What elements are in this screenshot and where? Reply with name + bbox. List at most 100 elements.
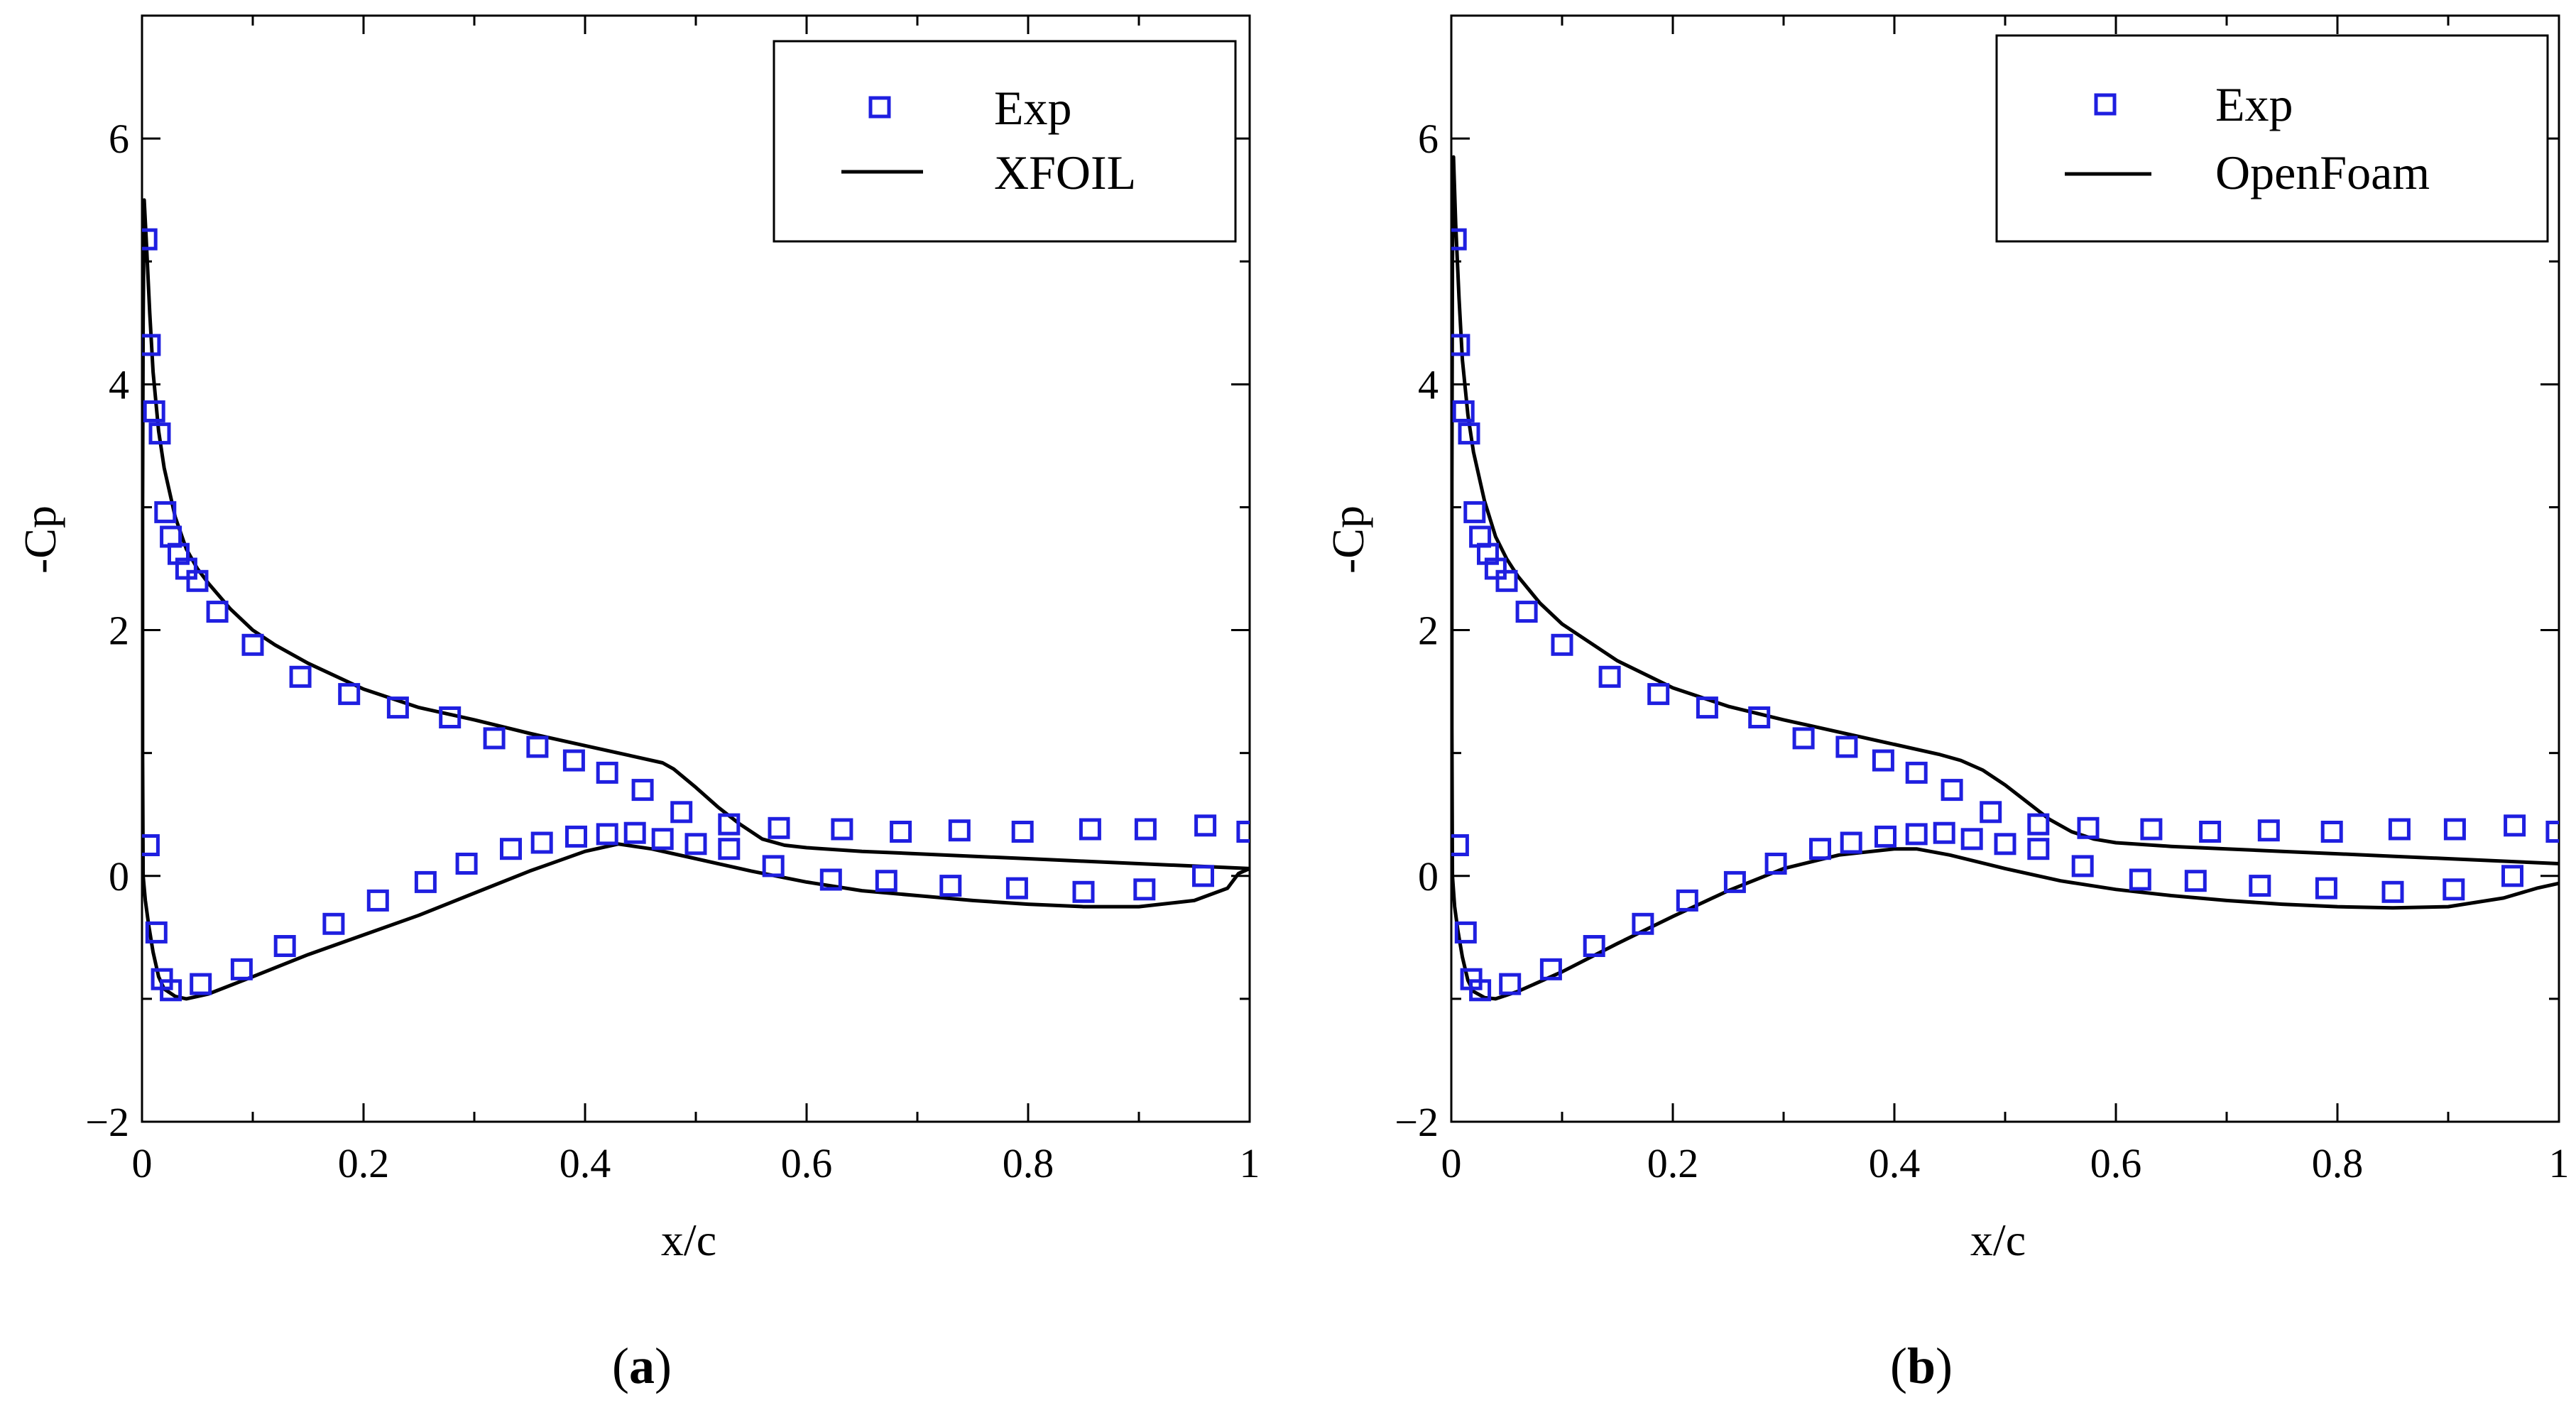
exp-data-point	[2027, 813, 2050, 836]
exp-data-point	[1840, 831, 1862, 854]
exp-data-point	[1484, 557, 1507, 580]
exp-data-point	[1458, 422, 1480, 445]
y-axis-label: -Cp	[15, 505, 65, 574]
exp-data-point	[1495, 569, 1518, 592]
exp-data-point	[2140, 818, 2163, 841]
legend-box	[1995, 34, 2549, 243]
x-tick-label: 0.8	[2312, 1140, 2364, 1186]
exp-data-point	[439, 706, 462, 728]
exp-data-point	[562, 749, 585, 772]
exp-data-point	[148, 422, 171, 445]
model-series-line	[142, 198, 1250, 1001]
exp-data-point	[2388, 818, 2411, 841]
exp-data-point	[1980, 801, 2002, 824]
exp-data-point	[1469, 979, 1492, 1002]
exp-data-point	[273, 935, 296, 957]
legend-exp-label: Exp	[994, 81, 1072, 135]
exp-data-point	[1499, 973, 1522, 995]
exp-data-point	[1994, 833, 2016, 855]
exp-data-point	[483, 727, 506, 750]
exp-data-point	[1463, 501, 1486, 523]
y-tick-label: 2	[1418, 608, 1439, 654]
tick-marks	[1450, 16, 2560, 1123]
exp-data-point	[230, 958, 253, 980]
exp-data-point	[1133, 878, 1156, 901]
exp-data-point	[1236, 821, 1250, 843]
exp-data-point	[386, 696, 409, 719]
exp-data-point	[1905, 761, 1928, 784]
legend-exp-marker	[868, 96, 891, 119]
exp-data-point	[890, 821, 912, 843]
exp-data-point	[948, 819, 971, 842]
exp-data-point	[768, 816, 790, 839]
exp-data-point	[762, 855, 785, 878]
exp-data-point	[2257, 819, 2280, 842]
y-tick-label: 4	[109, 361, 129, 408]
exp-data-point	[1941, 779, 1963, 802]
exp-data-point	[1451, 228, 1467, 251]
exp-data-point	[1451, 334, 1470, 356]
exp-data-point	[1192, 865, 1214, 887]
exp-data-point	[145, 921, 168, 944]
exp-data-point	[1583, 935, 1605, 957]
exp-series-markers	[142, 228, 1250, 1002]
exp-data-point	[1748, 706, 1771, 728]
exp-data-point	[2027, 838, 2050, 860]
exp-data-point	[2129, 868, 2151, 891]
y-tick-label: 6	[1418, 116, 1439, 162]
exp-data-point	[143, 400, 165, 422]
x-axis-label: x/c	[1970, 1215, 2026, 1265]
exp-data-point	[2443, 878, 2465, 901]
exp-data-point	[1723, 870, 1746, 893]
y-tick-label: −2	[1395, 1099, 1439, 1145]
exp-data-point	[289, 665, 312, 688]
exp-data-point	[142, 334, 161, 356]
exp-data-point	[175, 557, 197, 580]
legend-model-label: XFOIL	[994, 146, 1136, 199]
exp-data-point	[631, 779, 654, 802]
x-tick-label: 1	[1240, 1140, 1260, 1186]
exp-data-point	[2184, 870, 2207, 892]
exp-data-point	[2077, 816, 2100, 839]
exp-data-point	[2504, 814, 2526, 837]
exp-data-point	[2320, 821, 2343, 843]
exp-data-point	[1960, 828, 1983, 851]
y-tick-labels: −2 0 2 4 6	[85, 116, 129, 1145]
exp-data-point	[596, 761, 618, 784]
exp-data-point	[2249, 875, 2271, 897]
y-axis-label: -Cp	[1323, 505, 1373, 574]
panel-letter: a	[629, 1338, 655, 1394]
exp-data-point	[2501, 865, 2523, 887]
exp-data-point	[2071, 855, 2094, 878]
exp-data-point	[1539, 958, 1562, 980]
exp-data-point	[1079, 818, 1101, 841]
x-tick-labels: 0 0.2 0.4 0.6 0.8 1	[1441, 1140, 2570, 1186]
y-tick-label: 0	[109, 853, 129, 900]
legend-exp-marker	[2094, 93, 2117, 116]
x-tick-label: 1	[2549, 1140, 2570, 1186]
exp-data-point	[154, 501, 177, 523]
exp-data-point	[206, 601, 229, 623]
exp-data-point	[241, 633, 264, 656]
exp-data-point	[366, 889, 389, 912]
exp-data-point	[875, 870, 897, 892]
exp-data-point	[1515, 601, 1538, 623]
exp-data-point	[819, 868, 842, 891]
panel-letter: b	[1907, 1338, 1936, 1394]
exp-data-point	[1933, 821, 1955, 844]
exp-data-point	[142, 228, 158, 251]
exp-data-point	[1872, 749, 1894, 772]
x-tick-label: 0.4	[560, 1140, 611, 1186]
x-tick-label: 0	[1441, 1140, 1462, 1186]
exp-data-point	[939, 875, 962, 897]
exp-data-point	[718, 813, 741, 836]
x-tick-label: 0.2	[1647, 1140, 1699, 1186]
exp-data-point	[1598, 665, 1621, 688]
exp-data-point	[1005, 877, 1028, 900]
exp-data-point	[2199, 821, 2222, 843]
y-tick-labels: −2 0 2 4 6	[1395, 116, 1439, 1145]
exp-data-point	[500, 838, 522, 860]
